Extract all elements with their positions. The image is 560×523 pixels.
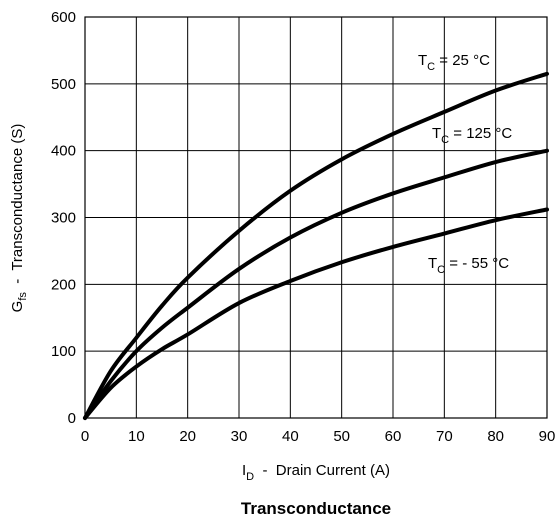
tick-labels: 0 10 20 30 40 50 60 70 80 90 0 100 200 300 400 500 600 <box>51 9 555 445</box>
x-tick-label: 30 <box>231 428 248 445</box>
y-tick-label: 500 <box>51 76 76 93</box>
x-tick-label: 70 <box>436 428 453 445</box>
series-line-minus55c <box>83 207 549 420</box>
y-tick-label: 200 <box>51 276 76 293</box>
y-axis-label: Gfs - Transconductance (S) <box>9 124 29 313</box>
chart-title: Transconductance <box>241 499 391 518</box>
series-label-25c: TC = 25 °C <box>418 52 490 73</box>
y-tick-label: 300 <box>51 210 76 227</box>
series-label-minus55c: TC = - 55 °C <box>428 255 509 276</box>
y-tick-label: 100 <box>51 343 76 360</box>
x-tick-label: 60 <box>385 428 402 445</box>
series-label-125c: TC = 125 °C <box>432 125 512 146</box>
y-tick-label: 600 <box>51 9 76 26</box>
x-tick-label: 40 <box>282 428 299 445</box>
series-lines <box>83 71 549 420</box>
plot-frame <box>84 16 548 419</box>
x-tick-label: 10 <box>128 428 145 445</box>
x-axis-label: ID - Drain Current (A) <box>242 462 390 483</box>
y-tick-label: 0 <box>68 410 76 427</box>
x-tick-label: 50 <box>333 428 350 445</box>
x-tick-label: 20 <box>179 428 196 445</box>
series-line-125c <box>83 148 549 420</box>
grid-lines <box>85 17 547 418</box>
x-tick-label: 80 <box>487 428 504 445</box>
series-line-25c <box>83 71 549 420</box>
x-tick-label: 90 <box>539 428 556 445</box>
y-tick-label: 400 <box>51 143 76 160</box>
x-tick-label: 0 <box>81 428 89 445</box>
